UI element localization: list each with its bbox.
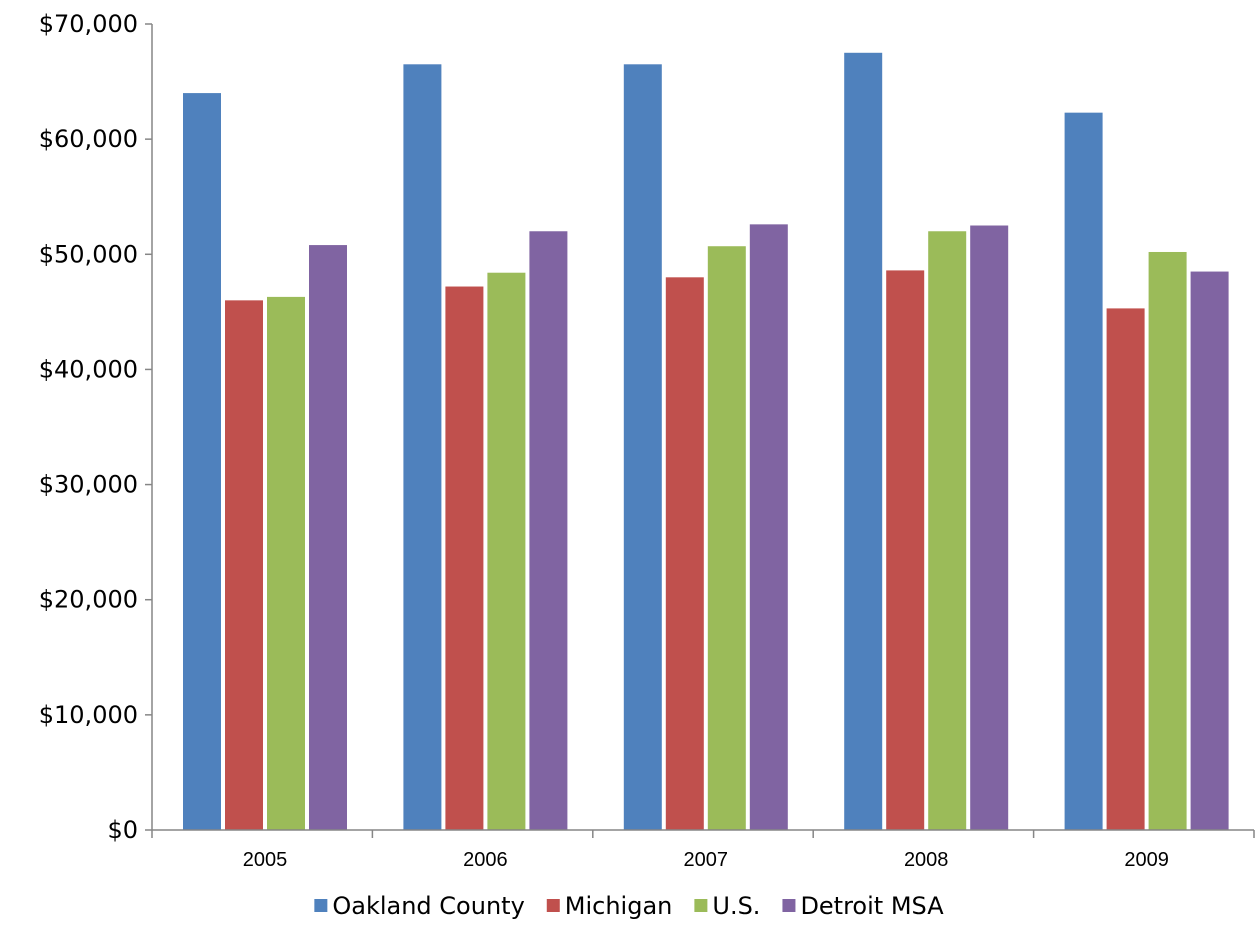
y-tick-label: $50,000 — [39, 240, 138, 268]
bar-u-s-2008 — [928, 231, 967, 830]
x-tick-label: 2005 — [243, 849, 288, 871]
bar-u-s-2006 — [487, 272, 526, 830]
legend-label: Detroit MSA — [800, 892, 944, 920]
bar-u-s-2007 — [707, 246, 746, 830]
bar-detroit-msa-2006 — [529, 231, 568, 830]
y-tick-label: $60,000 — [39, 125, 138, 153]
bar-oakland-county-2005 — [183, 93, 221, 831]
bar-michigan-2006 — [445, 286, 484, 830]
y-tick-label: $70,000 — [39, 10, 138, 38]
legend-label: Michigan — [565, 892, 673, 920]
x-tick-label: 2008 — [904, 849, 949, 871]
legend-swatch — [782, 899, 796, 912]
x-axis-labels: 2005 2006 2007 2008 2009 — [243, 849, 1169, 871]
x-tick-label: 2007 — [684, 849, 729, 871]
legend-label: U.S. — [712, 892, 760, 920]
y-tick-label: $30,000 — [39, 471, 138, 499]
bar-michigan-2007 — [665, 277, 704, 830]
legend-label: Oakland County — [332, 892, 524, 920]
y-tick-label: $20,000 — [39, 586, 138, 614]
y-tick-label: $0 — [107, 816, 138, 844]
legend-swatch — [694, 899, 708, 912]
bar-oakland-county-2006 — [403, 64, 442, 831]
legend-swatch — [314, 899, 328, 912]
bar-detroit-msa-2005 — [309, 245, 347, 830]
legend: Oakland County Michigan U.S. Detroit MSA — [314, 892, 944, 920]
y-axis-labels: $0 $10,000 $20,000 $30,000 $40,000 $50,000 $60… — [39, 10, 138, 844]
y-tick-label: $40,000 — [39, 355, 138, 383]
bars-group — [183, 52, 1229, 831]
y-tick-label: $10,000 — [39, 701, 138, 729]
legend-swatch — [546, 899, 560, 912]
bar-detroit-msa-2008 — [970, 225, 1009, 830]
bar-detroit-msa-2009 — [1190, 271, 1229, 830]
x-tick-label: 2006 — [463, 849, 508, 871]
axes-group — [145, 23, 1255, 838]
bar-oakland-county-2007 — [623, 64, 662, 831]
bar-u-s-2005 — [267, 296, 305, 831]
bar-michigan-2009 — [1106, 308, 1145, 831]
bar-oakland-county-2009 — [1064, 112, 1103, 830]
bar-oakland-county-2008 — [844, 52, 883, 831]
bar-detroit-msa-2007 — [749, 224, 788, 830]
bar-u-s-2009 — [1148, 251, 1187, 831]
bar-michigan-2008 — [886, 270, 925, 830]
x-tick-label: 2009 — [1124, 849, 1169, 871]
bar-michigan-2005 — [225, 300, 263, 830]
